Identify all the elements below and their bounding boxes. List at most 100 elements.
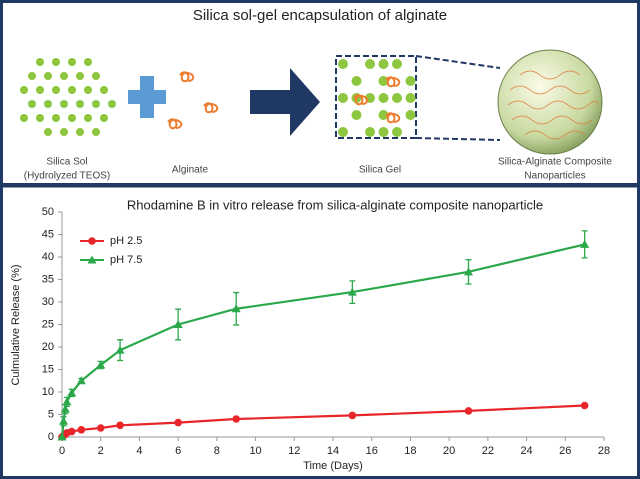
sol-dot bbox=[100, 114, 108, 122]
x-tick-label: 14 bbox=[327, 445, 339, 457]
gel-alginate bbox=[385, 76, 401, 88]
data-point bbox=[580, 401, 589, 410]
sol-dot bbox=[84, 86, 92, 94]
data-point bbox=[60, 404, 70, 413]
y-tick-label: 40 bbox=[42, 251, 54, 263]
sol-dot bbox=[44, 72, 52, 80]
sol-dot bbox=[76, 72, 84, 80]
sol-dot bbox=[36, 86, 44, 94]
data-point bbox=[232, 415, 241, 423]
y-tick-label: 10 bbox=[42, 386, 54, 398]
sol-dot bbox=[60, 72, 68, 80]
sol-dot bbox=[52, 86, 60, 94]
x-tick-label: 10 bbox=[249, 445, 261, 457]
silica-gel-network bbox=[338, 59, 416, 137]
data-point bbox=[174, 418, 182, 427]
legend-label: pH 7.5 bbox=[110, 254, 142, 266]
data-point bbox=[116, 421, 124, 430]
x-tick-label: 4 bbox=[136, 445, 142, 457]
x-tick-label: 22 bbox=[482, 445, 494, 457]
silica-sol-dots bbox=[20, 58, 116, 136]
alginate-icons bbox=[167, 71, 219, 130]
gel-dot bbox=[405, 110, 416, 120]
x-tick-label: 12 bbox=[288, 445, 300, 457]
sol-dot bbox=[92, 72, 100, 80]
legend-marker bbox=[87, 255, 97, 264]
gel-dot bbox=[378, 59, 389, 69]
gel-dot bbox=[378, 110, 389, 120]
label: Alginate bbox=[172, 165, 209, 176]
sol-dot bbox=[20, 86, 28, 94]
y-axis-label: Culmulative Release (%) bbox=[10, 264, 22, 385]
data-point bbox=[173, 320, 183, 328]
sol-dot bbox=[108, 100, 116, 108]
y-tick-label: 5 bbox=[48, 408, 54, 420]
plus-sign bbox=[128, 76, 166, 118]
gel-dot bbox=[338, 59, 348, 69]
zoom-line bbox=[415, 137, 501, 141]
sol-dot bbox=[92, 100, 100, 108]
y-tick-label: 20 bbox=[42, 341, 54, 353]
legend-marker bbox=[88, 237, 96, 245]
x-tick-label: 20 bbox=[443, 445, 455, 457]
data-point bbox=[57, 432, 67, 441]
sol-dot bbox=[28, 72, 36, 80]
data-point bbox=[62, 397, 72, 406]
data-point bbox=[348, 411, 357, 420]
gel-dot bbox=[392, 127, 402, 137]
label: Silica Sol bbox=[46, 157, 87, 168]
label: Nanoparticles bbox=[524, 171, 585, 182]
sol-dot bbox=[84, 58, 92, 66]
sol-dot bbox=[84, 114, 92, 122]
sol-dot bbox=[28, 100, 36, 108]
gel-dot bbox=[378, 127, 389, 137]
y-tick-label: 15 bbox=[42, 363, 54, 375]
gel-alginate bbox=[353, 94, 369, 106]
sol-dot bbox=[76, 128, 84, 136]
sol-dot bbox=[60, 100, 68, 108]
y-tick-label: 30 bbox=[42, 296, 54, 308]
sol-dot bbox=[68, 86, 76, 94]
label: Silica-Alginate Composite bbox=[498, 157, 612, 168]
sol-dot bbox=[68, 114, 76, 122]
gel-dot bbox=[365, 59, 375, 69]
x-tick-label: 28 bbox=[598, 445, 610, 457]
data-point bbox=[464, 267, 473, 276]
gel-dot bbox=[392, 59, 402, 69]
sol-dot bbox=[44, 128, 52, 136]
y-tick-label: 25 bbox=[42, 318, 54, 330]
gel-dot bbox=[351, 110, 362, 120]
y-tick-label: 45 bbox=[42, 228, 54, 240]
label: Silica Gel bbox=[359, 165, 401, 176]
sol-dot bbox=[76, 100, 84, 108]
data-point bbox=[76, 376, 86, 385]
gel-box bbox=[335, 55, 417, 139]
data-point bbox=[347, 287, 357, 296]
sol-dot bbox=[52, 58, 60, 66]
gel-dot bbox=[338, 93, 348, 103]
series-line bbox=[61, 404, 585, 438]
x-tick-label: 24 bbox=[520, 445, 532, 457]
nanoparticle-texture bbox=[507, 70, 599, 140]
x-tick-label: 6 bbox=[175, 445, 181, 457]
x-tick-label: 2 bbox=[98, 445, 104, 457]
diagram-title: Silica sol-gel encapsulation of alginate bbox=[193, 7, 447, 24]
gel-dot bbox=[365, 127, 375, 137]
x-tick-label: 18 bbox=[404, 445, 416, 457]
zoom-line bbox=[415, 55, 501, 69]
nanoparticle bbox=[497, 49, 603, 155]
data-point bbox=[59, 416, 69, 425]
gel-alginate bbox=[385, 112, 401, 124]
x-tick-label: 16 bbox=[366, 445, 378, 457]
data-point bbox=[77, 426, 86, 434]
data-point bbox=[115, 345, 125, 354]
x-tick-label: 0 bbox=[59, 445, 65, 457]
data-point bbox=[96, 424, 105, 432]
x-tick-label: 26 bbox=[559, 445, 571, 457]
data-point bbox=[231, 304, 241, 313]
y-tick-label: 0 bbox=[48, 431, 54, 443]
sol-dot bbox=[60, 128, 68, 136]
gel-dot bbox=[392, 93, 402, 103]
data-point bbox=[464, 407, 473, 415]
